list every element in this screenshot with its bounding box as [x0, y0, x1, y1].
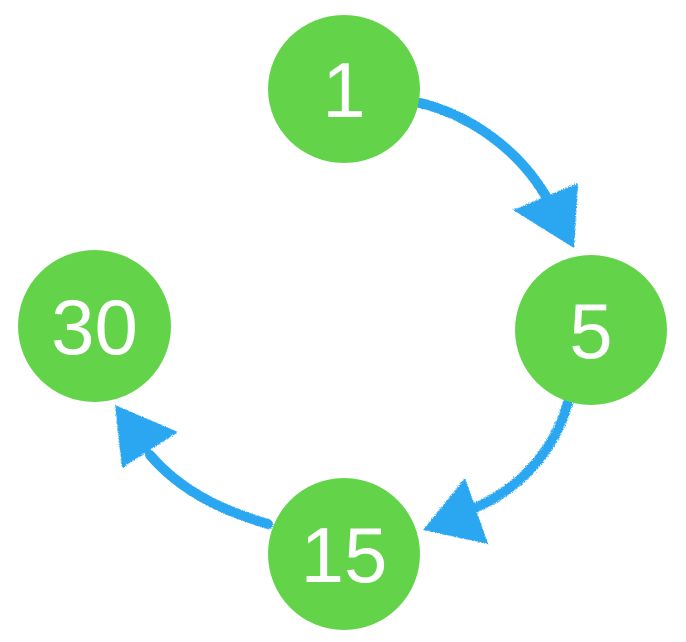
node-15-label: 15 [300, 511, 388, 599]
node-5: 5 [515, 255, 667, 405]
arrow-1-to-5 [415, 98, 578, 248]
node-30-label: 30 [51, 283, 138, 371]
node-15: 15 [268, 478, 420, 630]
node-1-label: 1 [322, 46, 366, 134]
node-1: 1 [268, 15, 420, 163]
node-30: 30 [18, 250, 171, 402]
arrow-15-to-30 [115, 405, 273, 529]
node-5-label: 5 [569, 287, 613, 375]
arrow-5-to-15 [423, 397, 573, 544]
